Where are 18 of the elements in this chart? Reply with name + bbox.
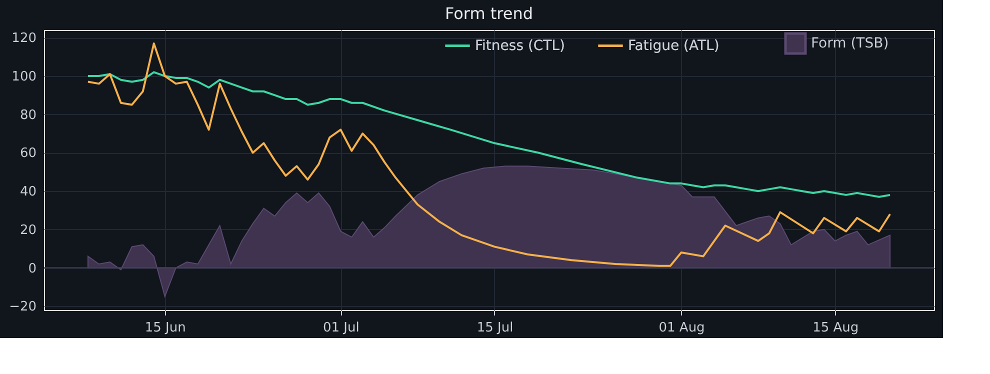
legend-label: Fitness (CTL): [475, 38, 565, 54]
y-tick-label: 60: [20, 146, 36, 162]
y-tick-label: 80: [20, 108, 36, 123]
x-tick-label: 15 Jun: [144, 320, 186, 336]
chart-title: Form trend: [444, 4, 534, 23]
y-tick-label: 40: [20, 184, 36, 200]
legend-label: Form (TSB): [811, 36, 889, 52]
x-tick-label: 15 Jul: [476, 320, 514, 336]
y-tick-label: −20: [9, 300, 36, 315]
line-series: [86, 71, 892, 198]
y-tick-label: 100: [12, 70, 36, 85]
y-tick-label: 20: [20, 222, 36, 238]
y-tick-label: 120: [12, 31, 36, 46]
y-tick-label: 0: [28, 261, 36, 276]
x-tick-label: 01 Aug: [658, 320, 705, 336]
x-tick-label: 15 Aug: [812, 320, 859, 336]
x-tick-label: 01 Jul: [322, 320, 360, 336]
legend-label: Fatigue (ATL): [628, 38, 720, 54]
